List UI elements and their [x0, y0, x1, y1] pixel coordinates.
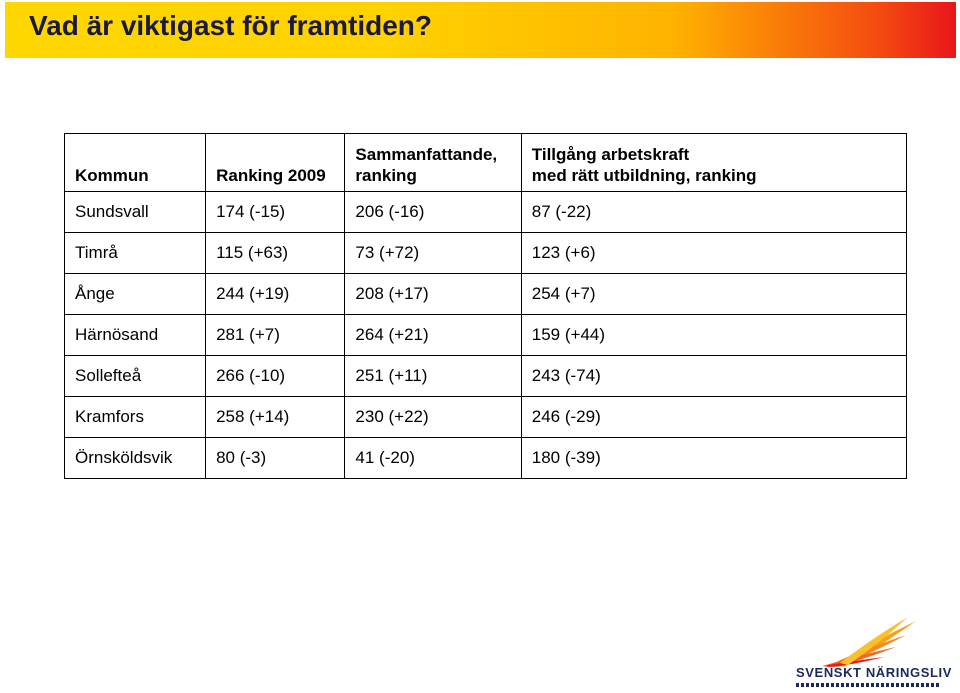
cell-tillgang: 159 (+44) — [520, 314, 908, 356]
cell-tillgang: 243 (-74) — [520, 355, 908, 397]
header-kommun: Kommun — [63, 133, 207, 192]
cell-tillgang: 123 (+6) — [520, 232, 908, 274]
cell-tillgang: 180 (-39) — [520, 437, 908, 479]
table-row: Timrå 115 (+63) 73 (+72) 123 (+6) — [63, 232, 908, 274]
table-header-row: Kommun Ranking 2009 Sammanfattande, rank… — [63, 133, 908, 192]
logo-wordmark: SVENSKT NÄRINGSLIV — [796, 665, 952, 680]
cell-sammanfattande: 230 (+22) — [344, 396, 522, 438]
header-sammanfattande-line2: ranking — [355, 166, 417, 185]
cell-ranking-2009: 266 (-10) — [205, 355, 346, 397]
cell-kommun: Timrå — [63, 232, 207, 274]
cell-ranking-2009: 174 (-15) — [205, 191, 346, 233]
cell-kommun: Sollefteå — [63, 355, 207, 397]
cell-tillgang: 254 (+7) — [520, 273, 908, 315]
table-row: Ånge 244 (+19) 208 (+17) 254 (+7) — [63, 273, 908, 315]
cell-kommun: Ånge — [63, 273, 207, 315]
ranking-table: Kommun Ranking 2009 Sammanfattande, rank… — [63, 133, 908, 479]
cell-sammanfattande: 73 (+72) — [344, 232, 522, 274]
header-sammanfattande: Sammanfattande, ranking — [344, 133, 522, 192]
header-ranking-2009: Ranking 2009 — [205, 133, 346, 192]
header-tillgang-arbetskraft: Tillgång arbetskraft med rätt utbildning… — [520, 133, 908, 192]
cell-kommun: Sundsvall — [63, 191, 207, 233]
logo-subline — [796, 683, 941, 687]
header-ranking-2009-label: Ranking 2009 — [216, 166, 326, 185]
cell-kommun: Kramfors — [63, 396, 207, 438]
table-row: Härnösand 281 (+7) 264 (+21) 159 (+44) — [63, 314, 908, 356]
sun-rays-logo-icon — [822, 617, 916, 667]
page-title: Vad är viktigast för framtiden? — [29, 10, 432, 41]
cell-ranking-2009: 244 (+19) — [205, 273, 346, 315]
cell-sammanfattande: 208 (+17) — [344, 273, 522, 315]
table-row: Sundsvall 174 (-15) 206 (-16) 87 (-22) — [63, 191, 908, 233]
header-sammanfattande-line1: Sammanfattande, — [355, 145, 498, 164]
cell-sammanfattande: 206 (-16) — [344, 191, 522, 233]
table-row: Sollefteå 266 (-10) 251 (+11) 243 (-74) — [63, 355, 908, 397]
header-tillgang-line2: med rätt utbildning, ranking — [531, 166, 757, 185]
cell-kommun: Härnösand — [63, 314, 207, 356]
svenskt-naringsliv-logo: SVENSKT NÄRINGSLIV — [796, 615, 951, 693]
cell-ranking-2009: 80 (-3) — [205, 437, 346, 479]
cell-kommun: Örnsköldsvik — [63, 437, 207, 479]
table-row: Örnsköldsvik 80 (-3) 41 (-20) 180 (-39) — [63, 437, 908, 479]
header-kommun-label: Kommun — [75, 166, 149, 185]
title-banner: Vad är viktigast för framtiden? — [5, 2, 956, 58]
cell-ranking-2009: 281 (+7) — [205, 314, 346, 356]
cell-ranking-2009: 115 (+63) — [205, 232, 346, 274]
cell-tillgang: 87 (-22) — [520, 191, 908, 233]
cell-sammanfattande: 41 (-20) — [344, 437, 522, 479]
header-tillgang-line1: Tillgång arbetskraft — [531, 145, 690, 164]
table-row: Kramfors 258 (+14) 230 (+22) 246 (-29) — [63, 396, 908, 438]
cell-tillgang: 246 (-29) — [520, 396, 908, 438]
cell-ranking-2009: 258 (+14) — [205, 396, 346, 438]
cell-sammanfattande: 264 (+21) — [344, 314, 522, 356]
cell-sammanfattande: 251 (+11) — [344, 355, 522, 397]
